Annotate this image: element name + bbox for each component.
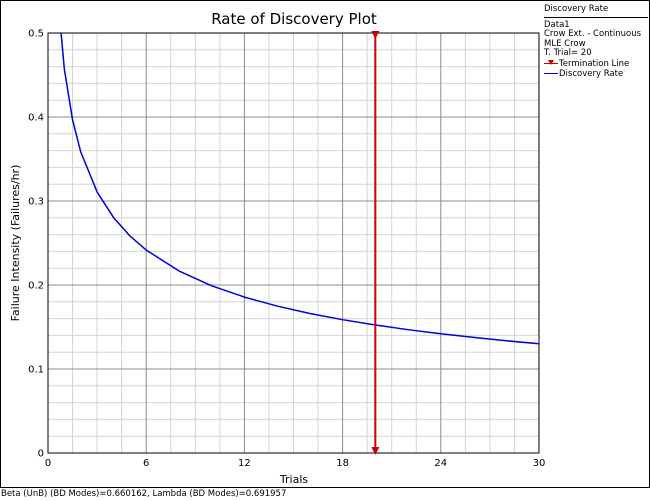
y-axis-label: Failure Intensity (Failures/hr) [9, 165, 22, 322]
legend: Discovery Rate Data1 Crow Ext. - Continu… [544, 4, 648, 80]
y-tick-labels: 0 0.1 0.2 0.3 0.4 0.5 [28, 29, 44, 460]
x-tick-label: 0 [45, 458, 51, 469]
termination-marker-top-icon [371, 31, 380, 39]
legend-item-termination: Termination Line [544, 59, 648, 70]
major-gridlines [48, 33, 539, 453]
chart-title: Rate of Discovery Plot [211, 10, 377, 28]
x-axis-label: Trials [279, 473, 308, 486]
plot-area-border [47, 32, 540, 454]
y-tick-label: 0.3 [28, 197, 44, 208]
x-tick-label: 18 [336, 458, 349, 469]
y-tick-label: 0.1 [28, 365, 44, 376]
y-tick-label: 0.4 [28, 113, 44, 124]
minor-gridlines [48, 33, 539, 453]
termination-line-layer [371, 31, 380, 455]
x-tick-label: 6 [143, 458, 149, 469]
legend-line-data: Data1 [544, 19, 570, 30]
rate-of-discovery-chart: 0 6 12 18 24 30 0 0.1 0.2 0.3 0.4 0.5 Rate of Disc… [9, 10, 546, 486]
y-tick-label: 0.2 [28, 281, 44, 292]
termination-line-swatch-icon [544, 59, 558, 68]
series-layer [60, 32, 540, 345]
legend-item-label: Termination Line [559, 58, 630, 69]
status-footer: Beta (UnB) (BD Modes)=0.660162, Lambda (… [1, 489, 287, 499]
termination-marker-bottom-icon [371, 447, 380, 455]
x-tick-labels: 0 6 12 18 24 30 [45, 458, 546, 469]
legend-item-label: Discovery Rate [559, 69, 624, 79]
x-tick-label: 30 [533, 458, 546, 469]
discovery-rate-swatch-icon [544, 69, 558, 78]
legend-line-method: MLE Crow [544, 38, 586, 49]
legend-line-model: Crow Ext. - Continuous [544, 29, 642, 39]
legend-item-discovery: Discovery Rate [544, 69, 648, 80]
x-tick-label: 24 [434, 458, 447, 469]
x-tick-label: 12 [238, 458, 251, 469]
plot-window: 0 6 12 18 24 30 0 0.1 0.2 0.3 0.4 0.5 Rate of Disc… [0, 0, 650, 488]
legend-title: Discovery Rate [544, 4, 648, 18]
y-tick-label: 0 [38, 449, 44, 460]
y-tick-label: 0.5 [28, 29, 44, 40]
discovery-rate-line [60, 32, 540, 345]
legend-line-trial: T. Trial= 20 [544, 48, 592, 58]
